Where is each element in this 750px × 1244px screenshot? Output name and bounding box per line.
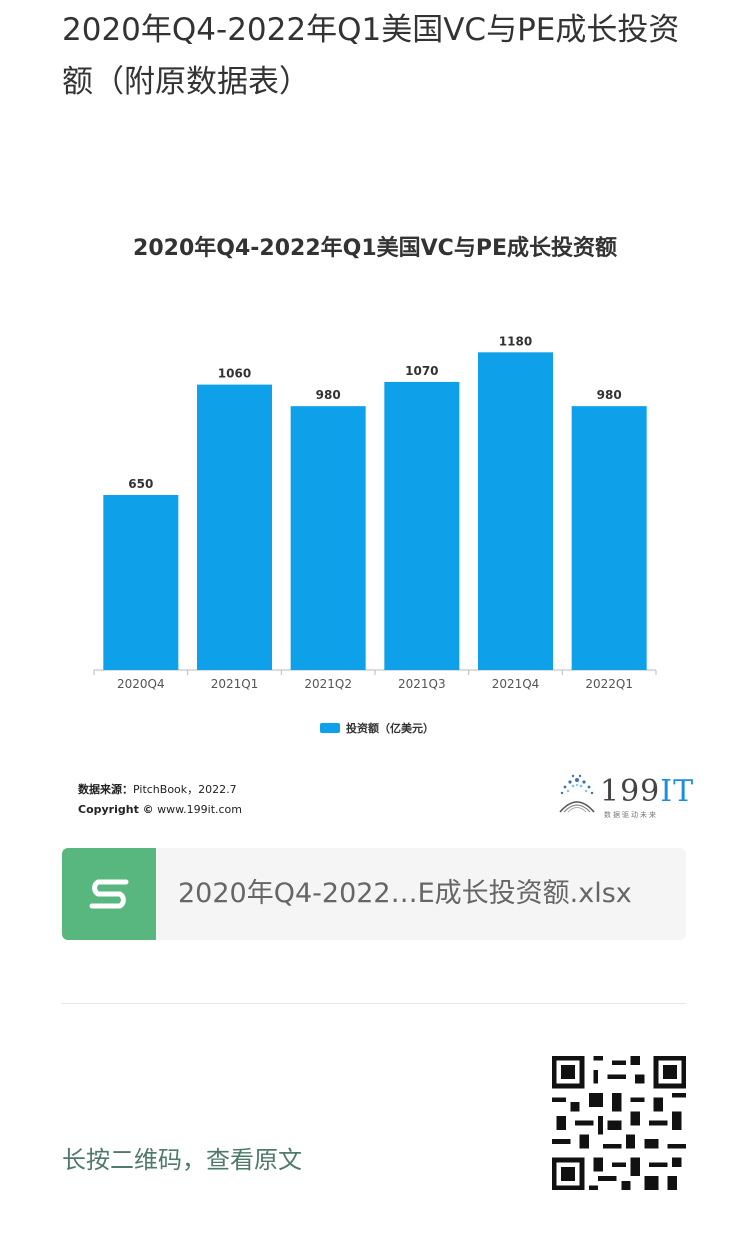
attachment-file-name[interactable]: 2020年Q4-2022…E成长投资额.xlsx	[178, 878, 632, 909]
x-tick-label-2022Q1: 2022Q1	[585, 677, 633, 691]
bar-2021Q3	[384, 381, 460, 670]
legend-swatch	[320, 723, 340, 733]
divider	[62, 1003, 686, 1004]
legend-label: 投资额（亿美元）	[346, 722, 434, 735]
bar-chart: 650 2020Q4 1060 2021Q1 980 2021Q2 1070 2021Q3 11…	[93, 334, 657, 691]
data-label-2022Q1: 980	[597, 388, 622, 402]
bar-2021Q2	[290, 406, 366, 670]
source-text: PitchBook，2022.7	[133, 783, 237, 796]
bar-2022Q1	[571, 406, 647, 670]
dandelion-logo-icon	[559, 774, 595, 813]
attachment-card[interactable]: 2020年Q4-2022…E成长投资额.xlsx	[62, 848, 686, 940]
spreadsheet-s-icon	[62, 848, 156, 940]
copyright-label: Copyright ©	[78, 803, 154, 816]
data-label-2020Q4: 650	[128, 477, 153, 491]
bar-2021Q1	[197, 384, 272, 670]
bar-2020Q4	[103, 495, 179, 670]
qr-code-icon[interactable]	[552, 1056, 686, 1190]
brand-name-num: 199	[600, 774, 661, 809]
data-label-2021Q1: 1060	[218, 367, 251, 381]
brand-name: 199IT	[600, 774, 694, 809]
copyright-line: Copyright © www.199it.com	[78, 800, 242, 820]
source-line: 数据来源：PitchBook，2022.7	[78, 780, 242, 800]
copyright-text: www.199it.com	[157, 803, 243, 816]
x-tick-label-2021Q2: 2021Q2	[304, 677, 352, 691]
data-label-2021Q3: 1070	[405, 364, 438, 378]
data-label-2021Q2: 980	[316, 388, 341, 402]
chart-title: 2020年Q4-2022年Q1美国VC与PE成长投资额	[133, 236, 617, 261]
x-tick-label-2020Q4: 2020Q4	[117, 677, 165, 691]
x-tick-label-2021Q4: 2021Q4	[492, 677, 540, 691]
data-label-2021Q4: 1180	[499, 334, 532, 348]
x-tick-label-2021Q3: 2021Q3	[398, 677, 446, 691]
source-label: 数据来源：	[78, 783, 133, 796]
chart-card: 2020年Q4-2022年Q1美国VC与PE成长投资额 650 2020Q4 106…	[30, 200, 720, 840]
source-block: 数据来源：PitchBook，2022.7 Copyright © www.19…	[78, 780, 242, 820]
x-tick-label-2021Q1: 2021Q1	[211, 677, 259, 691]
brand-tagline: 数据驱动未来	[604, 811, 658, 819]
bar-2021Q4	[478, 352, 553, 670]
brand-logo: 199IT 数据驱动未来	[554, 772, 694, 822]
article-title: 2020年Q4-2022年Q1美国VC与PE成长投资额（附原数据表）	[62, 12, 680, 100]
chart-legend: 投资额（亿美元）	[320, 720, 434, 736]
qr-hint-text: 长按二维码，查看原文	[62, 1146, 302, 1174]
brand-name-it: IT	[660, 774, 695, 809]
